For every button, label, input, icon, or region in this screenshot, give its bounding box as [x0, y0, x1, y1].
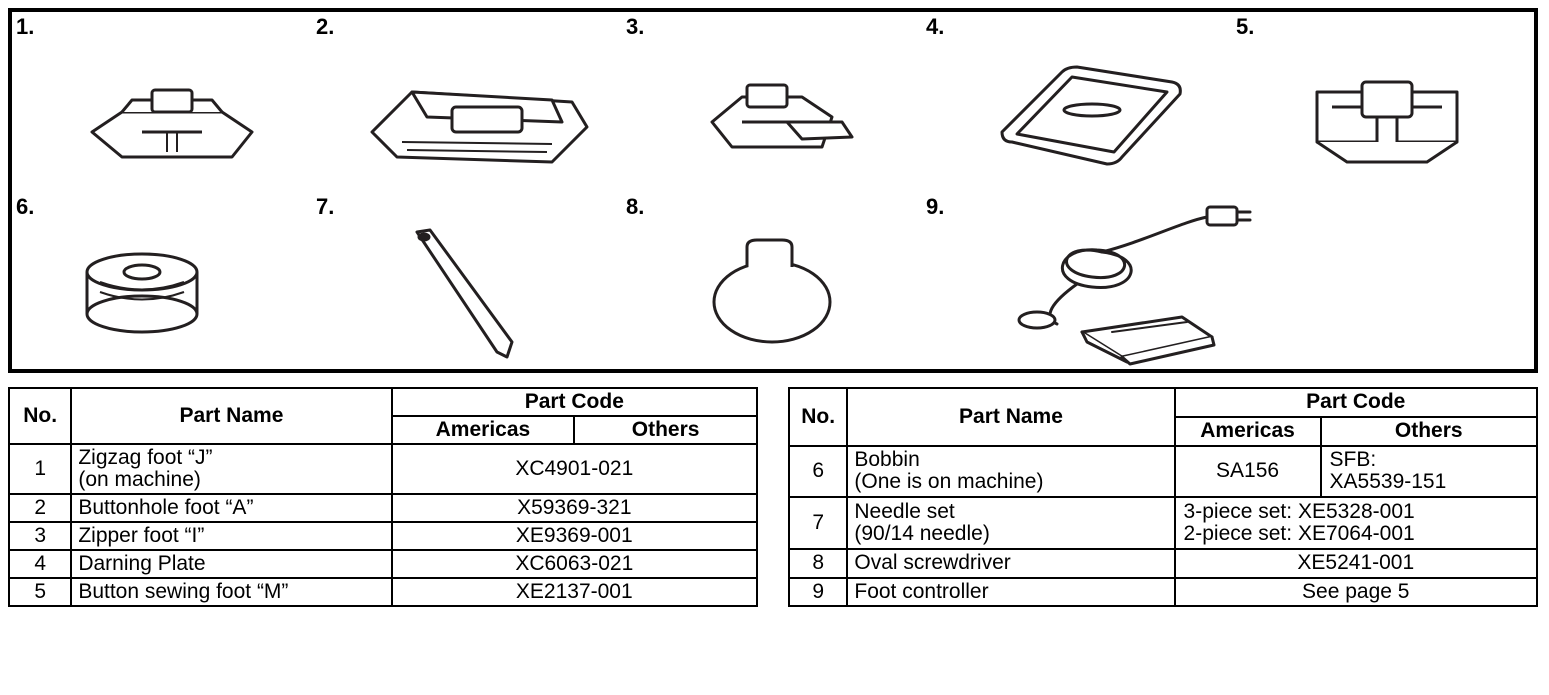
- darning-plate-icon: [972, 52, 1202, 182]
- cell-name: Zigzag foot “J”(on machine): [71, 444, 391, 494]
- illus-cell-9: 9.: [922, 192, 1322, 369]
- cell-americas: SA156: [1175, 446, 1321, 498]
- cell-name: Buttonhole foot “A”: [71, 494, 391, 522]
- cell-no: 3: [9, 522, 71, 550]
- cell-no: 6: [789, 446, 847, 498]
- cell-name: Bobbin(One is on machine): [847, 446, 1174, 498]
- cell-code: See page 5: [1175, 578, 1537, 607]
- cell-code: XC4901-021: [392, 444, 757, 494]
- header-part-code: Part Code: [392, 388, 757, 416]
- button-sewing-foot-icon: [1287, 62, 1487, 182]
- oval-screwdriver-icon: [687, 232, 847, 352]
- illus-number: 4.: [926, 14, 944, 40]
- table-row: 4Darning PlateXC6063-021: [9, 550, 757, 578]
- tables-container: No. Part Name Part Code Americas Others …: [8, 387, 1538, 607]
- header-part-code: Part Code: [1175, 388, 1537, 417]
- header-no: No.: [789, 388, 847, 446]
- header-part-name: Part Name: [71, 388, 391, 444]
- table-row: 2Buttonhole foot “A”X59369-321: [9, 494, 757, 522]
- needle-icon: [382, 212, 562, 372]
- parts-table-left: No. Part Name Part Code Americas Others …: [8, 387, 758, 607]
- header-americas: Americas: [1175, 417, 1321, 446]
- illustration-box: 1. 2.: [8, 8, 1538, 373]
- illus-cell-2: 2.: [312, 12, 622, 192]
- buttonhole-foot-icon: [352, 62, 602, 182]
- illus-number: 5.: [1236, 14, 1254, 40]
- cell-name: Button sewing foot “M”: [71, 578, 391, 606]
- zigzag-foot-icon: [72, 72, 272, 182]
- parts-table-right: No. Part Name Part Code Americas Others …: [788, 387, 1538, 607]
- cell-code: 3-piece set: XE5328-0012-piece set: XE70…: [1175, 497, 1537, 549]
- table-row: 3Zipper foot “I”XE9369-001: [9, 522, 757, 550]
- illus-cell-6: 6.: [12, 192, 312, 369]
- cell-no: 8: [789, 549, 847, 578]
- illus-number: 1.: [16, 14, 34, 40]
- cell-code: X59369-321: [392, 494, 757, 522]
- cell-code: XE9369-001: [392, 522, 757, 550]
- table-row: 9Foot controllerSee page 5: [789, 578, 1537, 607]
- illus-number: 8.: [626, 194, 644, 220]
- table-row: 6Bobbin(One is on machine)SA156SFB:XA553…: [789, 446, 1537, 498]
- header-no: No.: [9, 388, 71, 444]
- illus-cell-8: 8.: [622, 192, 922, 369]
- illus-number: 6.: [16, 194, 34, 220]
- table-row: 5Button sewing foot “M”XE2137-001: [9, 578, 757, 606]
- table-row: 1Zigzag foot “J”(on machine)XC4901-021: [9, 444, 757, 494]
- cell-no: 1: [9, 444, 71, 494]
- illus-number: 2.: [316, 14, 334, 40]
- cell-code: XE5241-001: [1175, 549, 1537, 578]
- header-americas: Americas: [392, 416, 575, 444]
- illus-cell-5: 5.: [1232, 12, 1532, 192]
- cell-no: 5: [9, 578, 71, 606]
- header-others: Others: [574, 416, 757, 444]
- cell-no: 7: [789, 497, 847, 549]
- cell-code: XE2137-001: [392, 578, 757, 606]
- cell-name: Darning Plate: [71, 550, 391, 578]
- cell-no: 9: [789, 578, 847, 607]
- illus-number: 9.: [926, 194, 944, 220]
- cell-no: 4: [9, 550, 71, 578]
- header-others: Others: [1321, 417, 1537, 446]
- bobbin-icon: [72, 242, 212, 352]
- cell-name: Oval screwdriver: [847, 549, 1174, 578]
- table-row: 8Oval screwdriverXE5241-001: [789, 549, 1537, 578]
- header-part-name: Part Name: [847, 388, 1174, 446]
- illus-cell-3: 3.: [622, 12, 922, 192]
- zipper-foot-icon: [692, 67, 862, 177]
- illus-cell-4: 4.: [922, 12, 1232, 192]
- table-row: 7Needle set(90/14 needle)3-piece set: XE…: [789, 497, 1537, 549]
- cell-name: Foot controller: [847, 578, 1174, 607]
- cell-code: XC6063-021: [392, 550, 757, 578]
- illus-cell-7: 7.: [312, 192, 622, 369]
- foot-controller-icon: [962, 202, 1282, 367]
- illus-number: 7.: [316, 194, 334, 220]
- cell-name: Needle set(90/14 needle): [847, 497, 1174, 549]
- cell-no: 2: [9, 494, 71, 522]
- illus-cell-1: 1.: [12, 12, 312, 192]
- cell-others: SFB:XA5539-151: [1321, 446, 1537, 498]
- cell-name: Zipper foot “I”: [71, 522, 391, 550]
- illus-number: 3.: [626, 14, 644, 40]
